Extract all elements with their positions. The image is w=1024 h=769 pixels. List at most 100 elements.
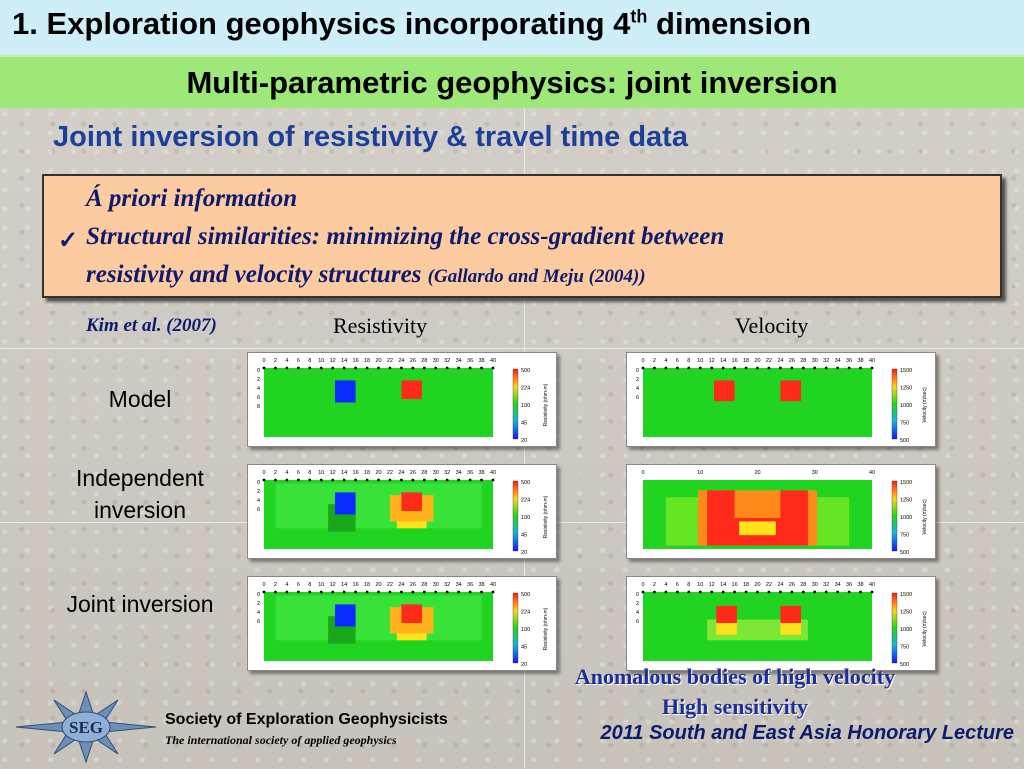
y-tick-label: 6 bbox=[257, 619, 260, 625]
electrode-marker bbox=[653, 590, 656, 594]
lecture-credit: 2011 South and East Asia Honorary Lectur… bbox=[600, 722, 1014, 744]
electrode-marker bbox=[756, 366, 759, 370]
electrode-marker bbox=[721, 590, 725, 594]
x-tick-label: 12 bbox=[330, 470, 336, 476]
colorbar-label: Resistivity (ohm-m) bbox=[543, 607, 549, 650]
x-tick-label: 34 bbox=[456, 582, 462, 588]
panel-resistivity-independent: 0 2 4 6 8 10 12 14 16 18 20 22 24 26 28 30 32 34 36 38 40 0 2 4… bbox=[247, 464, 557, 559]
x-tick-label: 26 bbox=[410, 582, 416, 588]
electrode-marker bbox=[434, 366, 438, 370]
y-tick-label: 2 bbox=[636, 601, 639, 607]
x-tick-label: 14 bbox=[720, 582, 726, 588]
y-tick-label: 0 bbox=[257, 368, 260, 374]
electrode-marker bbox=[480, 366, 483, 370]
colorbar-tick-label: 100 bbox=[521, 627, 530, 633]
x-tick-label: 10 bbox=[697, 470, 703, 476]
shading-patch bbox=[716, 623, 737, 635]
x-tick-label: 38 bbox=[857, 358, 863, 364]
electrode-marker bbox=[308, 478, 312, 482]
electrode-marker bbox=[274, 366, 277, 370]
electrode-marker bbox=[480, 590, 483, 594]
x-tick-label: 30 bbox=[433, 358, 439, 364]
x-tick-label: 2 bbox=[274, 470, 277, 476]
electrode-marker bbox=[342, 366, 346, 370]
x-tick-label: 2 bbox=[274, 582, 277, 588]
electrode-marker bbox=[870, 590, 874, 594]
checkmark-icon: ✓ bbox=[58, 228, 79, 254]
x-tick-label: 30 bbox=[812, 358, 818, 364]
panel-resistivity-model: 0 2 4 6 8 10 12 14 16 18 20 22 24 26 28 30 32 34 36 38 40 0 2 4… bbox=[247, 352, 557, 447]
x-tick-label: 16 bbox=[353, 582, 359, 588]
x-tick-label: 40 bbox=[490, 582, 496, 588]
x-tick-label: 0 bbox=[262, 470, 265, 476]
electrode-marker bbox=[744, 366, 748, 370]
x-tick-label: 6 bbox=[297, 582, 300, 588]
electrode-marker bbox=[342, 590, 346, 594]
electrode-marker bbox=[468, 366, 472, 370]
x-tick-label: 32 bbox=[444, 470, 450, 476]
row-label-joint: Joint inversion bbox=[66, 591, 214, 617]
electrode-marker bbox=[296, 366, 300, 370]
electrode-marker bbox=[767, 366, 771, 370]
info-reference: (Gallardo and Meju (2004)) bbox=[427, 266, 646, 287]
x-tick-label: 24 bbox=[777, 582, 783, 588]
electrode-marker bbox=[641, 366, 645, 370]
panel-svg: 0 2 4 6 8 10 12 14 16 18 20 22 24 26 28 30 32 34 36 38 40024… bbox=[636, 582, 928, 668]
panel-resistivity-joint: 0 2 4 6 8 10 12 14 16 18 20 22 24 26 28 30 32 34 36 38 40 0 2 4… bbox=[247, 576, 557, 671]
electrode-marker bbox=[847, 366, 851, 370]
colorbar-tick-label: 45 bbox=[521, 645, 527, 651]
x-tick-label: 16 bbox=[353, 358, 359, 364]
electrode-marker bbox=[859, 366, 862, 370]
x-tick-label: 20 bbox=[754, 582, 760, 588]
section-heading: Joint inversion of resistivity & travel … bbox=[53, 121, 688, 153]
x-tick-label: 8 bbox=[308, 358, 311, 364]
x-tick-label: 6 bbox=[676, 582, 679, 588]
x-tick-label: 24 bbox=[398, 358, 404, 364]
seg-logo-text: SEG bbox=[69, 718, 103, 737]
colorbar bbox=[512, 592, 519, 664]
electrode-marker bbox=[365, 478, 369, 482]
x-tick-label: 14 bbox=[341, 358, 347, 364]
panel-velocity-independent: 0 10 20 30 40 1500 1250 1000 750 500 Velocity (m/s… bbox=[626, 464, 936, 559]
electrode-marker bbox=[262, 478, 266, 482]
x-tick-label: 10 bbox=[318, 358, 324, 364]
x-tick-label: 34 bbox=[456, 470, 462, 476]
electrode-marker bbox=[377, 366, 380, 370]
x-tick-label: 40 bbox=[869, 470, 875, 476]
x-tick-label: 28 bbox=[421, 358, 427, 364]
x-tick-label: 8 bbox=[687, 582, 690, 588]
shading-patch bbox=[780, 623, 802, 635]
electrode-marker bbox=[445, 590, 449, 594]
electrode-marker bbox=[859, 590, 862, 594]
x-tick-label: 28 bbox=[421, 470, 427, 476]
electrode-marker bbox=[274, 590, 277, 594]
y-tick-label: 0 bbox=[257, 480, 260, 486]
seg-org-name: Society of Exploration Geophysicists bbox=[165, 711, 448, 728]
x-tick-label: 16 bbox=[353, 470, 359, 476]
x-tick-label: 36 bbox=[846, 582, 852, 588]
x-tick-label: 36 bbox=[846, 358, 852, 364]
x-tick-label: 26 bbox=[410, 470, 416, 476]
x-tick-label: 28 bbox=[800, 358, 806, 364]
x-tick-label: 18 bbox=[364, 470, 370, 476]
electrode-marker bbox=[331, 478, 335, 482]
electrode-marker bbox=[377, 590, 380, 594]
column-heading-velocity: Velocity bbox=[735, 313, 809, 338]
x-tick-label: 40 bbox=[869, 582, 875, 588]
colorbar-tick-label: 1500 bbox=[900, 592, 912, 598]
colorbar-tick-label: 500 bbox=[900, 662, 909, 668]
x-tick-label: 4 bbox=[664, 358, 667, 364]
electrode-marker bbox=[411, 590, 415, 594]
x-tick-label: 4 bbox=[285, 358, 288, 364]
x-tick-label: 36 bbox=[467, 582, 473, 588]
electrode-marker bbox=[388, 478, 392, 482]
electrode-marker bbox=[285, 366, 289, 370]
electrode-marker bbox=[388, 366, 392, 370]
anomaly-high-velocity bbox=[707, 490, 735, 546]
electrode-marker bbox=[262, 366, 266, 370]
colorbar bbox=[891, 592, 898, 664]
seg-logo: SEG bbox=[6, 690, 166, 764]
y-tick-label: 2 bbox=[257, 377, 260, 383]
electrode-marker bbox=[733, 590, 736, 594]
y-tick-label: 0 bbox=[636, 368, 639, 374]
